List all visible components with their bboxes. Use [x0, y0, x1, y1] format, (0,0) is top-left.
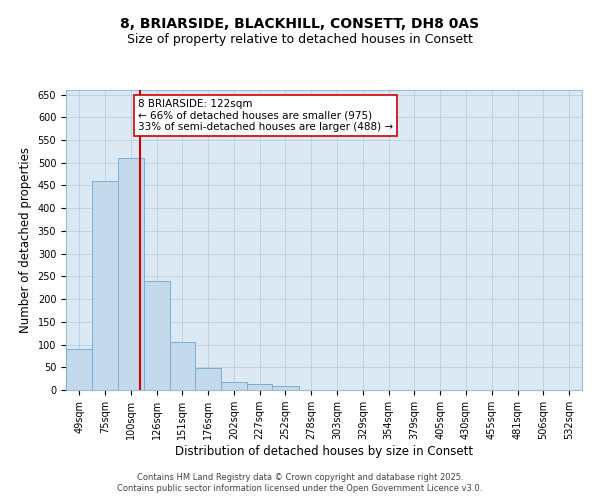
- Text: Size of property relative to detached houses in Consett: Size of property relative to detached ho…: [127, 32, 473, 46]
- Bar: [247, 384, 272, 390]
- Bar: [195, 368, 221, 390]
- Text: 8, BRIARSIDE, BLACKHILL, CONSETT, DH8 0AS: 8, BRIARSIDE, BLACKHILL, CONSETT, DH8 0A…: [121, 18, 479, 32]
- X-axis label: Distribution of detached houses by size in Consett: Distribution of detached houses by size …: [175, 445, 473, 458]
- Bar: [66, 349, 92, 390]
- Bar: [272, 386, 299, 390]
- Bar: [170, 342, 195, 390]
- Bar: [92, 181, 118, 390]
- Text: 8 BRIARSIDE: 122sqm
← 66% of detached houses are smaller (975)
33% of semi-detac: 8 BRIARSIDE: 122sqm ← 66% of detached ho…: [138, 99, 393, 132]
- Text: Contains HM Land Registry data © Crown copyright and database right 2025.: Contains HM Land Registry data © Crown c…: [137, 472, 463, 482]
- Bar: [144, 281, 170, 390]
- Bar: [221, 382, 247, 390]
- Text: Contains public sector information licensed under the Open Government Licence v3: Contains public sector information licen…: [118, 484, 482, 493]
- Bar: [118, 158, 144, 390]
- Y-axis label: Number of detached properties: Number of detached properties: [19, 147, 32, 333]
